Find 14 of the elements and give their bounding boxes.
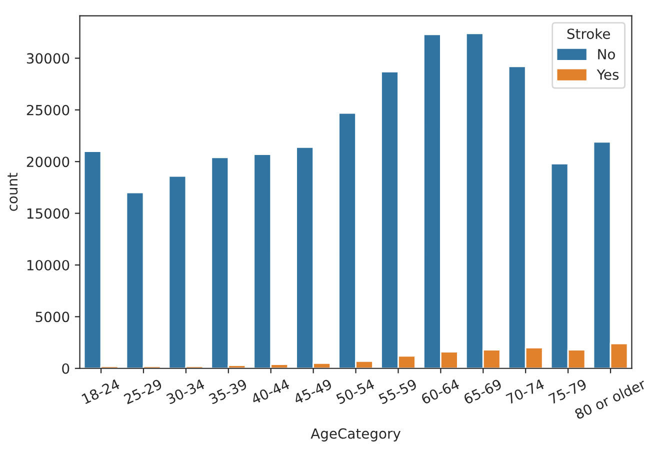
legend-label: Yes <box>596 70 619 80</box>
legend-title: Stroke <box>567 28 610 40</box>
legend-label: No <box>598 49 615 60</box>
y-tick-label: 10000 <box>27 260 70 270</box>
y-tick-label: 0 <box>62 363 70 374</box>
x-tick-label: 40-44 <box>250 378 290 405</box>
y-tick-label: 15000 <box>27 208 70 219</box>
x-axis-title: AgeCategory <box>310 428 401 442</box>
x-tick-label: 45-49 <box>292 378 332 405</box>
y-tick-label: 30000 <box>26 53 70 64</box>
y-tick-label: 25000 <box>26 104 70 116</box>
y-tick-label: 20000 <box>26 156 70 168</box>
y-tick-label: 5000 <box>36 312 70 322</box>
y-axis-title: count <box>8 172 18 211</box>
